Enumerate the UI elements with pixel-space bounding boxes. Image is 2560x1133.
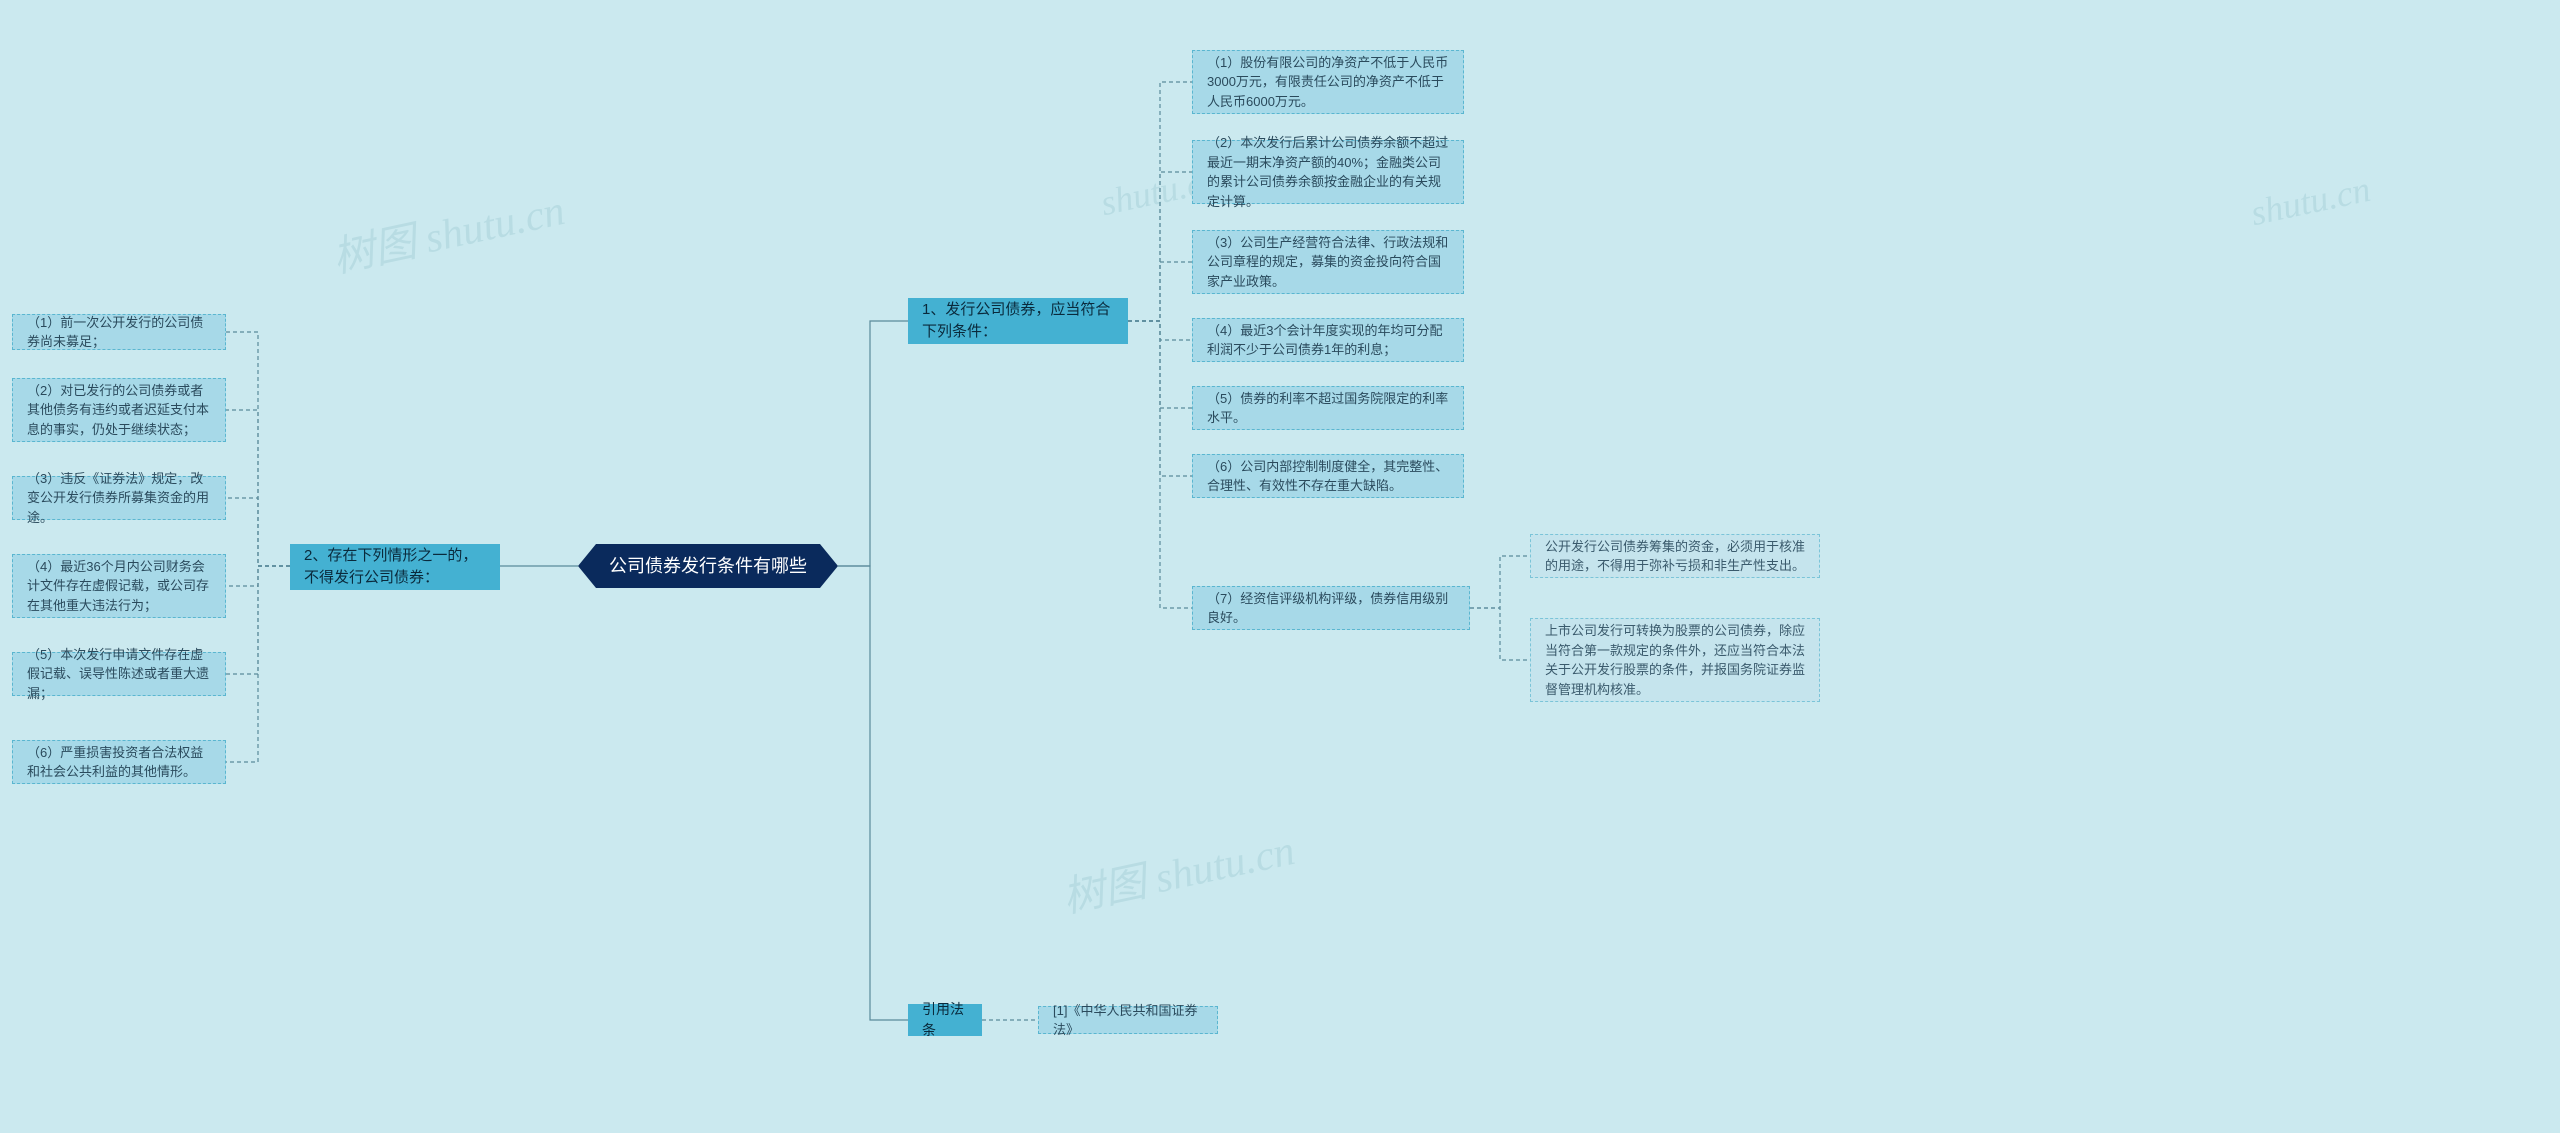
root-node: 公司债券发行条件有哪些 [578, 544, 838, 588]
watermark: 树图 shutu.cn [326, 176, 569, 285]
branch-prohibited: 2、存在下列情形之一的，不得发行公司债券： [290, 544, 500, 590]
branch-references: 引用法条 [908, 1004, 982, 1036]
watermark: shutu.cn [2247, 168, 2374, 234]
leaf-proh-2: （2）对已发行的公司债券或者其他债务有违约或者迟延支付本息的事实，仍处于继续状态… [12, 378, 226, 442]
leaf-cond-1: （1）股份有限公司的净资产不低于人民币3000万元，有限责任公司的净资产不低于人… [1192, 50, 1464, 114]
leaf-cond-7: （7）经资信评级机构评级，债券信用级别良好。 [1192, 586, 1470, 630]
leaf-proh-1: （1）前一次公开发行的公司债券尚未募足； [12, 314, 226, 350]
leaf-proh-3: （3）违反《证券法》规定，改变公开发行债券所募集资金的用途。 [12, 476, 226, 520]
subleaf-cond-7-1: 公开发行公司债券筹集的资金，必须用于核准的用途，不得用于弥补亏损和非生产性支出。 [1530, 534, 1820, 578]
leaf-cond-2: （2）本次发行后累计公司债券余额不超过最近一期末净资产额的40%；金融类公司的累… [1192, 140, 1464, 204]
subleaf-cond-7-2: 上市公司发行可转换为股票的公司债券，除应当符合第一款规定的条件外，还应当符合本法… [1530, 618, 1820, 702]
leaf-proh-5: （5）本次发行申请文件存在虚假记载、误导性陈述或者重大遗漏； [12, 652, 226, 696]
leaf-ref-1: [1]《中华人民共和国证券法》 [1038, 1006, 1218, 1034]
branch-conditions: 1、发行公司债券，应当符合下列条件： [908, 298, 1128, 344]
leaf-proh-4: （4）最近36个月内公司财务会计文件存在虚假记载，或公司存在其他重大违法行为； [12, 554, 226, 618]
leaf-cond-5: （5）债券的利率不超过国务院限定的利率水平。 [1192, 386, 1464, 430]
leaf-cond-3: （3）公司生产经营符合法律、行政法规和公司章程的规定，募集的资金投向符合国家产业… [1192, 230, 1464, 294]
leaf-cond-6: （6）公司内部控制制度健全，其完整性、合理性、有效性不存在重大缺陷。 [1192, 454, 1464, 498]
leaf-cond-4: （4）最近3个会计年度实现的年均可分配利润不少于公司债券1年的利息； [1192, 318, 1464, 362]
leaf-proh-6: （6）严重损害投资者合法权益和社会公共利益的其他情形。 [12, 740, 226, 784]
watermark: 树图 shutu.cn [1056, 816, 1299, 925]
